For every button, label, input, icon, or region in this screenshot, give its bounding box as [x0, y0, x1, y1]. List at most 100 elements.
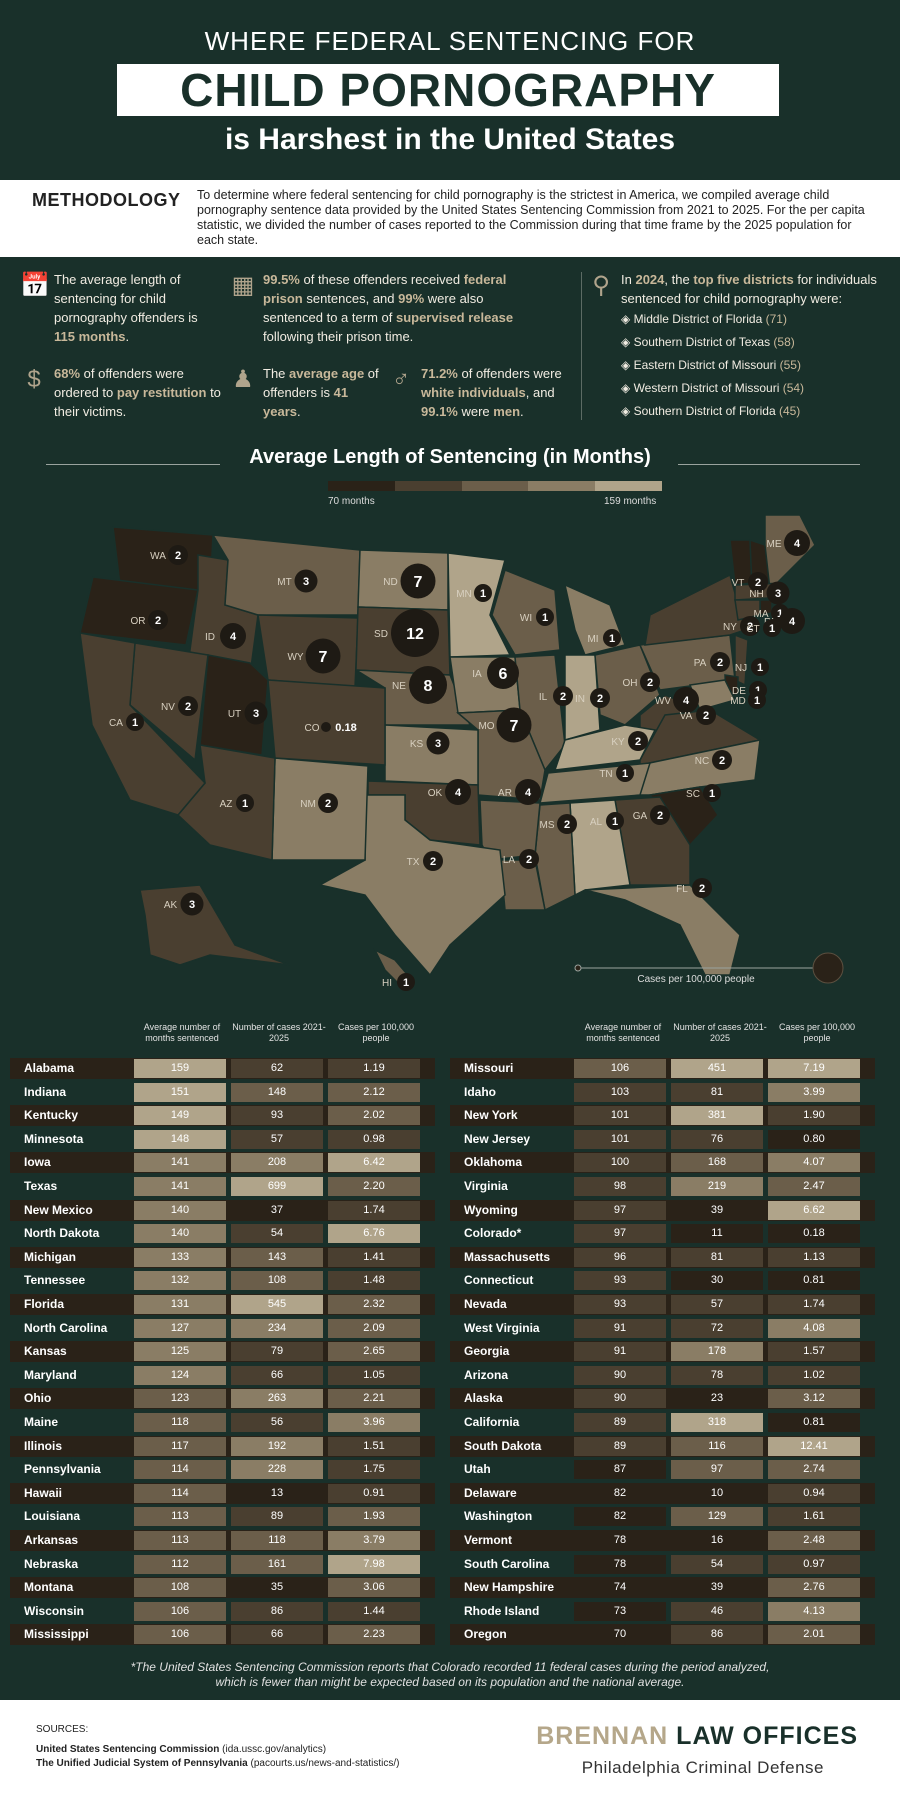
bubble-value-tx: 2	[430, 856, 436, 868]
district-item: ◈ Eastern District of Missouri (55)	[621, 358, 801, 372]
cases-cell: 11	[671, 1224, 763, 1244]
months-cell: 125	[134, 1342, 226, 1362]
state-label-il: IL	[539, 692, 548, 703]
per-capita-cell: 1.19	[328, 1059, 420, 1078]
stat-age: ♟ The average age of offenders is 41 yea…	[232, 364, 383, 421]
state-name: Illinois	[24, 1438, 63, 1453]
bubble-mn	[474, 584, 492, 602]
bubble-mt	[294, 569, 318, 593]
bubble-value-sd: 12	[406, 626, 424, 643]
table-row: Oklahoma 100 168 4.07	[450, 1152, 875, 1174]
table-header: Number of cases 2021-2025	[232, 1022, 326, 1043]
bubble-value-fl: 2	[699, 883, 705, 895]
months-cell: 118	[134, 1413, 226, 1432]
bubble-or	[148, 610, 168, 630]
table-row: Alabama 159 62 1.19	[10, 1058, 435, 1079]
prison-bars-icon: ▦	[231, 272, 255, 299]
per-capita-cell: 7.98	[328, 1554, 420, 1574]
months-cell: 97	[574, 1224, 666, 1244]
state-label-ok: OK	[428, 788, 443, 799]
state-label-sc: SC	[686, 789, 700, 800]
bubble-ga	[650, 805, 670, 825]
bubble-value-ak: 3	[189, 899, 195, 911]
district-list: ◈ Middle District of Florida (71) ◈ South…	[621, 308, 886, 423]
cases-cell: 56	[231, 1413, 323, 1432]
state-name: Alaska	[464, 1391, 503, 1406]
months-cell: 140	[134, 1224, 226, 1244]
per-capita-cell: 1.51	[328, 1436, 420, 1456]
table-row: North Dakota 140 54 6.76	[10, 1223, 435, 1245]
state-name: Vermont	[464, 1533, 513, 1547]
bubble-value-ca: 1	[132, 717, 138, 729]
months-cell: 93	[574, 1295, 666, 1314]
per-capita-cell: 6.42	[328, 1153, 420, 1173]
cases-cell: 78	[671, 1365, 763, 1385]
table-row: New Jersey 101 76 0.80	[450, 1128, 875, 1150]
brand-tagline: Philadelphia Criminal Defense	[581, 1758, 824, 1777]
bubble-ms	[557, 814, 577, 834]
bubble-ny	[740, 616, 760, 636]
cases-cell: 148	[231, 1082, 323, 1102]
bubble-ct	[763, 619, 781, 637]
state-name: Pennsylvania	[24, 1462, 101, 1477]
bubble-ri	[779, 608, 805, 634]
table-row: Florida 131 545 2.32	[10, 1294, 435, 1315]
state-name: Rhode Island	[464, 1603, 540, 1618]
state-name: South Dakota	[464, 1438, 542, 1453]
per-capita-cell: 1.93	[328, 1507, 420, 1527]
per-capita-cell: 6.76	[328, 1224, 420, 1244]
bubble-value-or: 2	[155, 615, 161, 627]
cases-cell: 54	[671, 1554, 763, 1574]
bubble-value-wi: 1	[542, 612, 548, 624]
months-cell: 82	[574, 1483, 666, 1503]
table-row: Kansas 125 79 2.65	[10, 1341, 435, 1363]
months-cell: 96	[574, 1247, 666, 1267]
per-capita-cell: 1.05	[328, 1365, 420, 1385]
state-name: New Hampshire	[464, 1580, 555, 1595]
map-title: Average Length of Sentencing (in Months)	[249, 446, 651, 468]
legend-swatch	[328, 481, 395, 491]
bubble-value-ne: 8	[424, 678, 433, 695]
months-cell: 89	[574, 1436, 666, 1456]
table-row: Alaska 90 23 3.12	[450, 1388, 875, 1410]
per-capita-cell: 4.08	[768, 1318, 860, 1338]
state-name: Louisiana	[24, 1509, 81, 1524]
bubble-value-id: 4	[230, 631, 237, 643]
per-capita-cell: 2.48	[768, 1531, 860, 1550]
state-name: Oregon	[464, 1627, 507, 1642]
per-capita-cell: 6.62	[768, 1200, 860, 1220]
bubble-value-vt: 2	[755, 577, 761, 589]
bubble-nm	[318, 793, 338, 813]
state-name: Maryland	[24, 1367, 77, 1382]
months-cell: 101	[574, 1106, 666, 1126]
bubble-la	[519, 849, 539, 869]
per-capita-cell: 3.96	[328, 1413, 420, 1432]
methodology-section: METHODOLOGY To determine where federal s…	[0, 180, 900, 257]
bubble-ak	[180, 892, 204, 916]
months-cell: 127	[134, 1318, 226, 1338]
state-label-wi: WI	[520, 613, 532, 624]
cases-cell: 13	[231, 1483, 323, 1503]
cases-cell: 86	[671, 1625, 763, 1645]
state-label-wa: WA	[150, 551, 166, 562]
table-row: West Virginia 91 72 4.08	[450, 1317, 875, 1339]
bubble-value-va: 2	[703, 710, 709, 722]
per-capita-cell: 2.47	[768, 1177, 860, 1196]
source-2: The Unified Judicial System of Pennsylva…	[36, 1758, 400, 1769]
months-cell: 151	[134, 1082, 226, 1102]
bubble-md	[748, 691, 766, 709]
months-cell: 70	[574, 1625, 666, 1645]
state-name: Florida	[24, 1297, 65, 1311]
cases-cell: 178	[671, 1342, 763, 1362]
state-label-or: OR	[131, 616, 146, 627]
table-row: Hawaii 114 13 0.91	[10, 1482, 435, 1504]
district-item: ◈ Southern District of Texas (58)	[621, 335, 795, 349]
state-name: New Jersey	[464, 1131, 531, 1146]
bubble-value-me: 4	[794, 538, 801, 550]
bubble-value-mo: 7	[510, 718, 519, 735]
state-name: Montana	[24, 1580, 74, 1595]
bubble-ut	[244, 701, 268, 725]
bubble-al	[606, 812, 624, 830]
bubble-wa	[168, 545, 188, 565]
state-name: Utah	[464, 1462, 491, 1477]
